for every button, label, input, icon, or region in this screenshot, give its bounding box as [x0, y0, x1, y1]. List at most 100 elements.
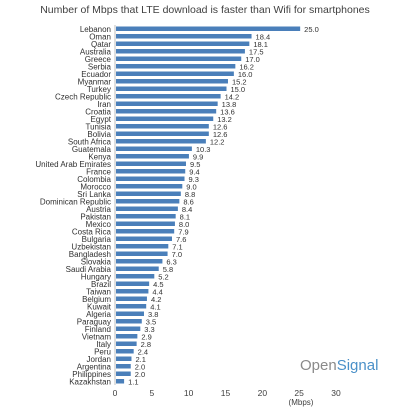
category-label: Philippines: [72, 370, 111, 379]
value-label: 9.0: [186, 182, 196, 191]
category-label: Kuwait: [87, 302, 112, 311]
bar: [116, 139, 206, 144]
bar: [116, 101, 218, 106]
bar: [116, 79, 228, 84]
value-label: 7.9: [178, 227, 188, 236]
bar: [116, 131, 209, 136]
category-label: Uzbekistan: [71, 242, 111, 251]
category-label: Bolivia: [87, 130, 111, 139]
category-label: Vietnam: [82, 332, 112, 341]
bar: [116, 289, 149, 294]
category-label: Slovakia: [81, 257, 112, 266]
category-label: Qatar: [91, 40, 111, 49]
value-label: 8.6: [183, 197, 193, 206]
bar: [116, 214, 176, 219]
value-label: 2.8: [141, 340, 151, 349]
value-label: 12.6: [213, 130, 228, 139]
category-label: Australia: [80, 47, 112, 56]
category-label: United Arab Emirates: [35, 160, 111, 169]
value-label: 4.4: [152, 287, 162, 296]
bar: [116, 71, 234, 76]
category-label: France: [86, 167, 111, 176]
bar: [116, 199, 180, 204]
category-label: South Africa: [68, 137, 112, 146]
category-label: Algeria: [86, 310, 111, 319]
category-label: Guatemala: [72, 145, 112, 154]
category-label: Finland: [85, 325, 111, 334]
bar: [116, 94, 221, 99]
value-label: 25.0: [304, 25, 319, 34]
value-label: 13.8: [222, 100, 237, 109]
value-label: 9.4: [189, 167, 199, 176]
category-label: Taiwan: [86, 287, 111, 296]
value-label: 9.5: [190, 160, 200, 169]
x-tick-label: 15: [221, 388, 231, 398]
bar: [116, 109, 217, 114]
value-label: 5.2: [158, 272, 168, 281]
bar: [116, 244, 169, 249]
value-label: 2.0: [135, 370, 145, 379]
chart-title: Number of Mbps that LTE download is fast…: [40, 4, 370, 16]
category-label: Turkey: [87, 85, 111, 94]
value-label: 13.6: [220, 107, 235, 116]
value-label: 3.5: [146, 317, 156, 326]
value-label: 17.0: [245, 55, 260, 64]
bar: [116, 116, 214, 121]
opensignal-logo: OpenSignal: [300, 357, 378, 374]
category-label: Belgium: [82, 295, 111, 304]
bar: [116, 304, 147, 309]
value-label: 6.3: [166, 257, 176, 266]
x-tick-label: 0: [113, 388, 118, 398]
bar: [116, 206, 178, 211]
value-label: 7.6: [176, 235, 186, 244]
category-label: Kenya: [88, 152, 111, 161]
bar: [116, 311, 144, 316]
value-label: 10.3: [196, 145, 211, 154]
bar: [116, 34, 252, 39]
category-label: Myanmar: [78, 77, 112, 86]
bar: [116, 274, 155, 279]
category-label: Jordan: [87, 355, 111, 364]
bar: [116, 319, 142, 324]
category-label: Ecuador: [81, 70, 111, 79]
bar: [116, 326, 141, 331]
bar: [116, 146, 192, 151]
value-label: 15.0: [231, 85, 246, 94]
value-label: 15.2: [232, 77, 247, 86]
value-label: 5.8: [163, 265, 173, 274]
category-label: Oman: [89, 32, 111, 41]
category-label: Costa Rica: [72, 227, 112, 236]
bar: [116, 266, 159, 271]
category-label: Hungary: [81, 272, 111, 281]
category-label: Dominican Republic: [40, 197, 111, 206]
bar: [116, 56, 242, 61]
bar: [116, 364, 131, 369]
bar: [116, 371, 131, 376]
value-label: 12.2: [210, 137, 225, 146]
category-label: Tunisia: [86, 122, 112, 131]
bar: [116, 341, 137, 346]
category-label: Czech Republic: [55, 92, 111, 101]
category-label: Brazil: [91, 280, 111, 289]
category-label: Egypt: [91, 115, 112, 124]
bar: [116, 41, 250, 46]
bar: [116, 221, 175, 226]
bar: [116, 281, 150, 286]
value-label: 3.8: [148, 310, 158, 319]
bar: [116, 49, 245, 54]
value-label: 18.1: [253, 40, 268, 49]
bar: [116, 176, 185, 181]
value-label: 8.8: [185, 190, 195, 199]
category-label: Austria: [86, 205, 111, 214]
value-label: 16.2: [239, 62, 254, 71]
category-label: Croatia: [85, 107, 111, 116]
value-label: 16.0: [238, 70, 253, 79]
bar: [116, 349, 134, 354]
value-label: 2.0: [135, 362, 145, 371]
x-tick-label: 5: [149, 388, 154, 398]
bar: [116, 86, 227, 91]
category-label: Morocco: [80, 182, 111, 191]
bar: [116, 161, 186, 166]
bar: [116, 356, 132, 361]
x-tick-label: 20: [258, 388, 268, 398]
